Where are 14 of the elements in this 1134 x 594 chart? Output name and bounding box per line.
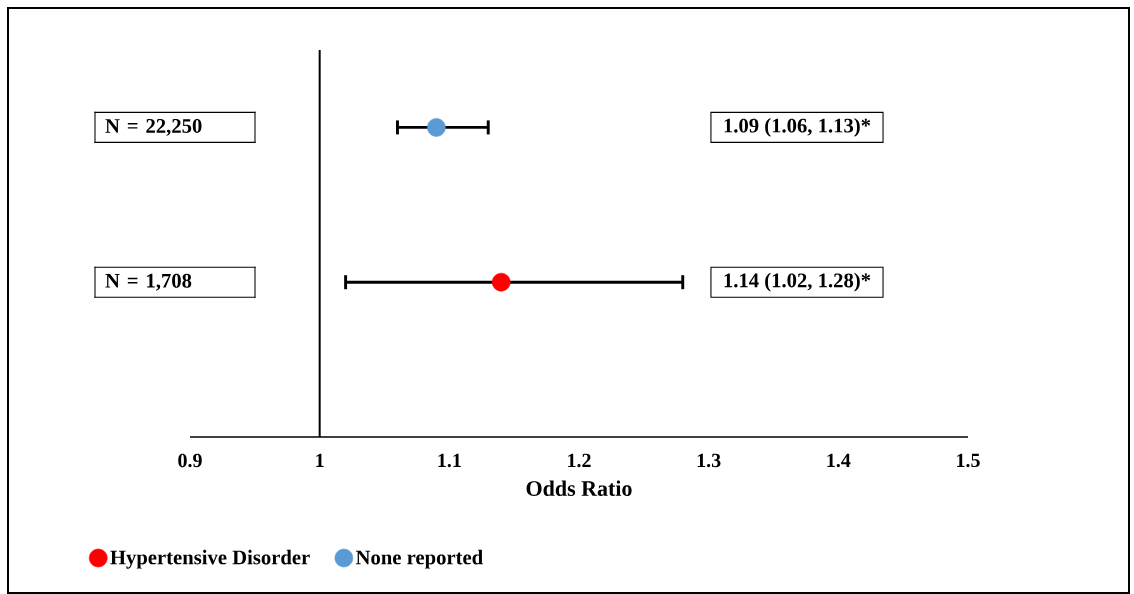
annotation: 1.09 (1.06, 1.13)* (724, 118, 871, 137)
x-axis-title: Odds Ratio (526, 480, 632, 496)
y-tick-label: N = 22,250 (105, 118, 202, 136)
annotation: 1.14 (1.02, 1.28)* (724, 272, 871, 292)
x-tick-label: 1.4 (827, 453, 851, 468)
legend-label: Hypertensive Disorder (110, 549, 310, 569)
x-tick-label: 1.1 (438, 453, 461, 468)
x-tick-label: 1.2 (568, 453, 591, 468)
x-tick-label: 1.5 (957, 453, 980, 468)
legend-label: None reported (355, 549, 483, 569)
y-tick-label: N = 1,708 (105, 273, 192, 291)
x-tick-label: 1 (316, 453, 324, 467)
x-tick-label: 1.3 (697, 453, 721, 468)
x-tick-label: 0.9 (178, 453, 202, 468)
